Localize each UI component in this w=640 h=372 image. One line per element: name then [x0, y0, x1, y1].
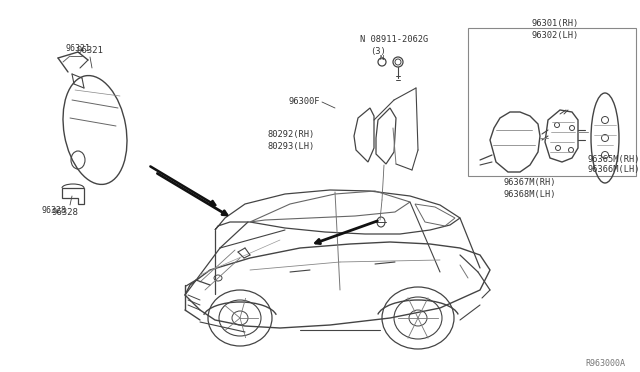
Bar [468, 28, 636, 176]
Text: 96301(RH): 96301(RH) [531, 19, 579, 28]
Text: 96368M(LH): 96368M(LH) [504, 190, 556, 199]
Text: N 08911-2062G: N 08911-2062G [360, 35, 428, 44]
Text: 96321: 96321 [65, 44, 90, 53]
Text: 96302(LH): 96302(LH) [531, 31, 579, 40]
Text: 96328: 96328 [52, 208, 79, 217]
Text: 96321: 96321 [77, 46, 104, 55]
Text: 96365M(RH): 96365M(RH) [588, 155, 640, 164]
Text: 80293(LH): 80293(LH) [268, 142, 315, 151]
Text: (3): (3) [370, 47, 386, 56]
Text: 96366M(LH): 96366M(LH) [588, 165, 640, 174]
Text: N: N [380, 55, 384, 61]
Text: R963000A: R963000A [585, 359, 625, 368]
Text: 96367M(RH): 96367M(RH) [504, 178, 556, 187]
Text: 80292(RH): 80292(RH) [268, 130, 315, 139]
Text: 96328: 96328 [42, 206, 67, 215]
Text: 96300F: 96300F [289, 97, 320, 106]
